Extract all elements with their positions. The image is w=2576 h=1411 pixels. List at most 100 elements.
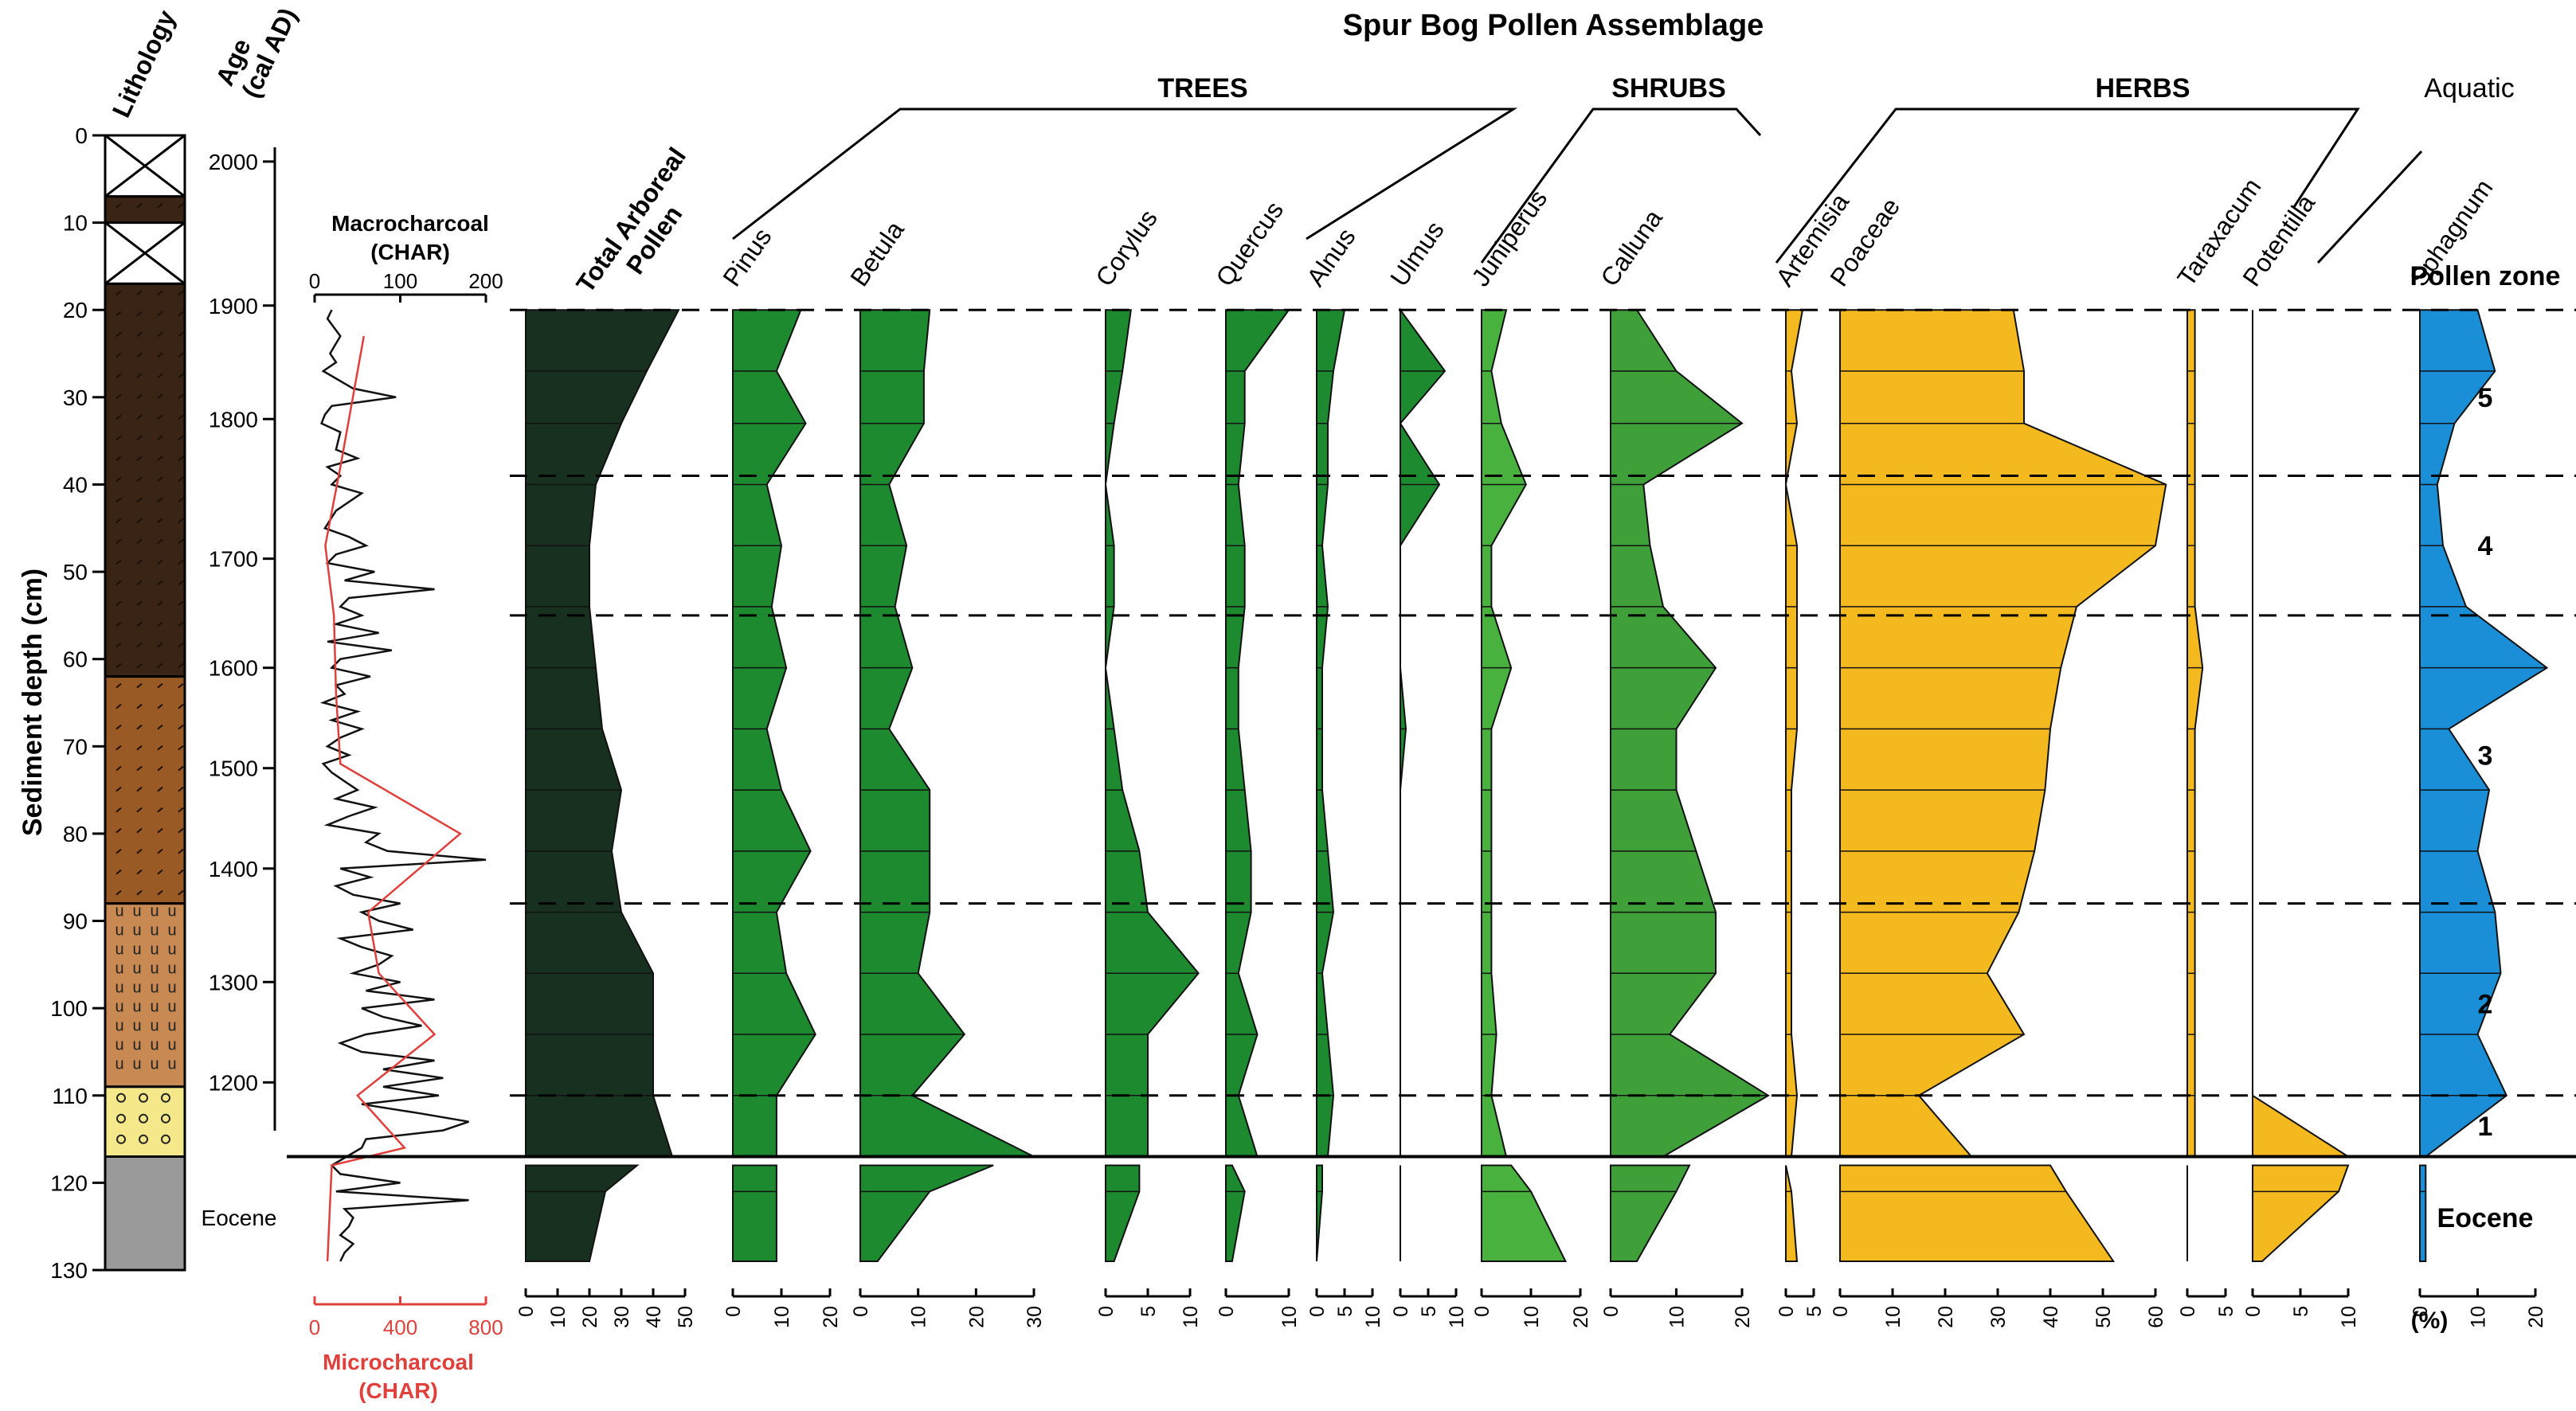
peat-mark <box>157 559 163 565</box>
percent-unit: (%) <box>2411 1307 2449 1334</box>
pollen-zones: Pollen zone 5 4 3 2 1 Eocene <box>287 261 2576 1233</box>
depth-tick-label: 50 <box>63 560 88 584</box>
peat-mark <box>115 559 122 565</box>
micro-tick-label: 400 <box>383 1315 417 1339</box>
sand-mark <box>139 1092 148 1103</box>
peat-mark <box>115 455 122 462</box>
peat-mark <box>136 765 143 772</box>
taxon-groups: TREES SHRUBS HERBS Aquatic <box>732 73 2515 264</box>
micro-tick-label: 0 <box>309 1315 320 1339</box>
depth-tick-label: 20 <box>63 298 88 322</box>
alnus-lower-area <box>1316 1164 1323 1262</box>
peat-mark <box>157 827 163 834</box>
silt-mark: u <box>167 941 176 959</box>
silt-mark: u <box>150 922 159 940</box>
peat-mark <box>136 538 143 545</box>
silt-mark: u <box>132 941 141 959</box>
axis-tick-label: 10 <box>1521 1306 1543 1328</box>
axis-tick-label: 20 <box>1570 1306 1592 1328</box>
silt-mark: u <box>132 1018 141 1035</box>
peat-mark <box>178 559 184 565</box>
axis-tick-label: 10 <box>1362 1306 1384 1328</box>
peat-mark <box>178 682 184 689</box>
peat-mark <box>136 642 143 648</box>
age-axis-label: Age(cal AD) <box>210 0 303 102</box>
age-tick-label: 1900 <box>209 294 258 319</box>
depth-tick-label: 90 <box>63 909 88 934</box>
peat-mark <box>136 827 143 834</box>
taraxacum-upper-area <box>2186 309 2204 1158</box>
peat-mark <box>157 331 163 338</box>
macro-tick-label: 0 <box>309 269 320 293</box>
sand-mark <box>139 1134 148 1144</box>
peat-mark <box>157 765 163 772</box>
corylus-label: Corylus <box>1090 205 1163 292</box>
axis-tick-label: 20 <box>1935 1306 1957 1328</box>
axis-tick-label: 20 <box>965 1306 988 1328</box>
axis-tick-label: 0 <box>2242 1306 2265 1317</box>
sand-mark <box>116 1113 126 1124</box>
peat-mark <box>178 869 184 875</box>
peat-mark <box>178 414 184 420</box>
microcharcoal-label: Microcharcoal <box>323 1350 474 1374</box>
depth-tick-label: 10 <box>63 211 88 236</box>
silt-mark: u <box>115 960 123 978</box>
peat-mark <box>178 889 184 896</box>
peat-mark <box>136 663 143 669</box>
sand-mark <box>161 1134 170 1144</box>
peat-mark <box>178 580 184 586</box>
axis-tick-label: 0 <box>1600 1306 1623 1317</box>
peat-mark <box>136 435 143 441</box>
peat-mark <box>115 703 122 709</box>
peat-mark <box>136 414 143 420</box>
peat-mark <box>115 889 122 896</box>
silt-mark: u <box>150 999 159 1016</box>
peat-mark <box>157 414 163 420</box>
age-tick-label: 1400 <box>209 857 258 881</box>
axis-tick-label: 10 <box>1446 1306 1468 1328</box>
peat-mark <box>157 311 163 317</box>
artemisia-upper-area <box>1784 309 1804 1158</box>
quercus-upper-area <box>1225 309 1290 1158</box>
peat-mark <box>115 202 122 209</box>
peat-mark <box>115 435 122 441</box>
silt-mark: u <box>132 922 141 940</box>
ulmus-upper-area <box>1399 307 1447 1157</box>
quercus-label: Quercus <box>1210 196 1289 291</box>
peat-mark <box>157 807 163 813</box>
depth-tick-label: 70 <box>63 734 88 759</box>
peat-mark <box>178 538 184 545</box>
age-tick-label: 1200 <box>209 1070 258 1095</box>
depth-tick-label: 80 <box>63 822 88 846</box>
group-label: TREES <box>1157 73 1247 104</box>
pollen-zone-label: Eocene <box>2437 1203 2534 1233</box>
silt-mark: u <box>167 922 176 940</box>
depth-tick-label: 120 <box>50 1171 88 1195</box>
silt-mark: u <box>115 1037 123 1054</box>
axis-tick-label: 60 <box>2145 1306 2167 1328</box>
peat-mark <box>178 311 184 317</box>
group-bracket <box>1480 107 1762 264</box>
peat-mark <box>178 393 184 400</box>
peat-mark <box>157 682 163 689</box>
peat-mark <box>178 745 184 751</box>
macro-tick-label: 200 <box>468 269 503 293</box>
silt-mark: u <box>132 1056 141 1073</box>
potentilla-upper-area <box>2252 310 2351 1158</box>
calluna-upper-area <box>1610 309 1770 1158</box>
gap-cross <box>104 221 186 285</box>
charcoal-panel: Macrocharcoal (CHAR) 0 100 200 0 400 800 Microch… <box>309 211 503 1403</box>
peat-mark <box>157 703 163 709</box>
peat-mark <box>136 476 143 483</box>
silt-mark: u <box>132 999 141 1016</box>
peat-mark <box>136 311 143 317</box>
peat-mark <box>115 786 122 792</box>
axis-tick-label: 40 <box>2040 1306 2062 1328</box>
poaceae-lower-area <box>1839 1164 2116 1262</box>
silt-mark: u <box>167 1018 176 1035</box>
silt-mark: u <box>167 960 176 978</box>
calluna-label: Calluna <box>1595 204 1668 291</box>
total-arboreal-pollen-label: Total ArborealPollen <box>570 143 716 315</box>
peat-mark <box>115 807 122 813</box>
depth-tick-label: 100 <box>50 996 88 1021</box>
